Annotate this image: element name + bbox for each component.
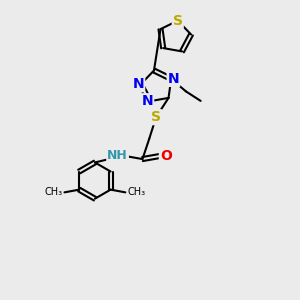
Text: S: S — [151, 110, 161, 124]
Text: S: S — [173, 14, 183, 28]
Text: O: O — [160, 149, 172, 163]
Text: N: N — [168, 72, 179, 86]
Text: N: N — [133, 77, 144, 91]
Text: N: N — [142, 94, 153, 108]
Text: NH: NH — [107, 149, 128, 162]
Text: CH₃: CH₃ — [45, 188, 63, 197]
Text: CH₃: CH₃ — [127, 188, 145, 197]
